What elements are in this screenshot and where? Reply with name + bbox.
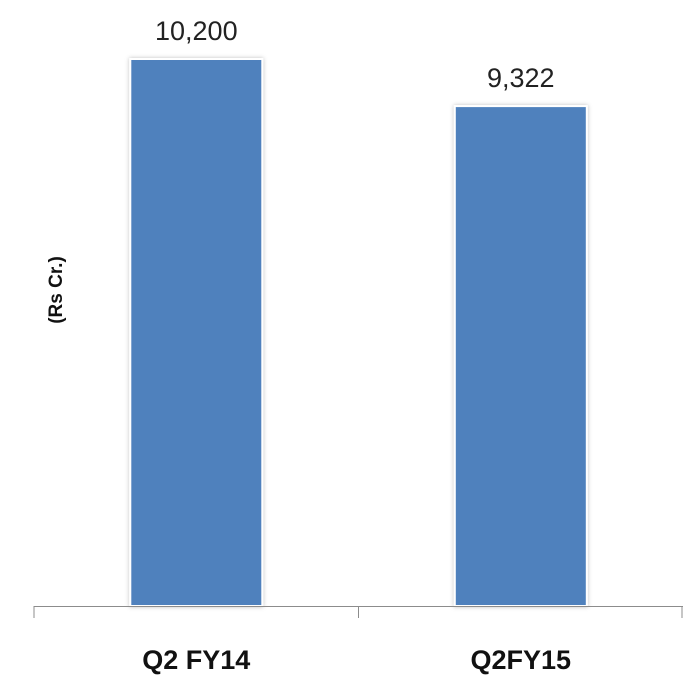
category-labels-group: Q2 FY14 Q2FY15 bbox=[142, 645, 571, 675]
bars-group bbox=[129, 58, 588, 607]
data-labels-group: 10,200 9,322 bbox=[155, 16, 555, 93]
y-axis-title: (Rs Cr.) bbox=[46, 256, 67, 324]
bar-0 bbox=[129, 58, 264, 607]
data-label-1: 9,322 bbox=[487, 63, 555, 93]
x-axis-ticks bbox=[33, 606, 683, 618]
data-label-0: 10,200 bbox=[155, 16, 238, 46]
bar-1 bbox=[453, 105, 588, 607]
category-label-1: Q2FY15 bbox=[471, 645, 572, 675]
category-label-0: Q2 FY14 bbox=[142, 645, 250, 675]
